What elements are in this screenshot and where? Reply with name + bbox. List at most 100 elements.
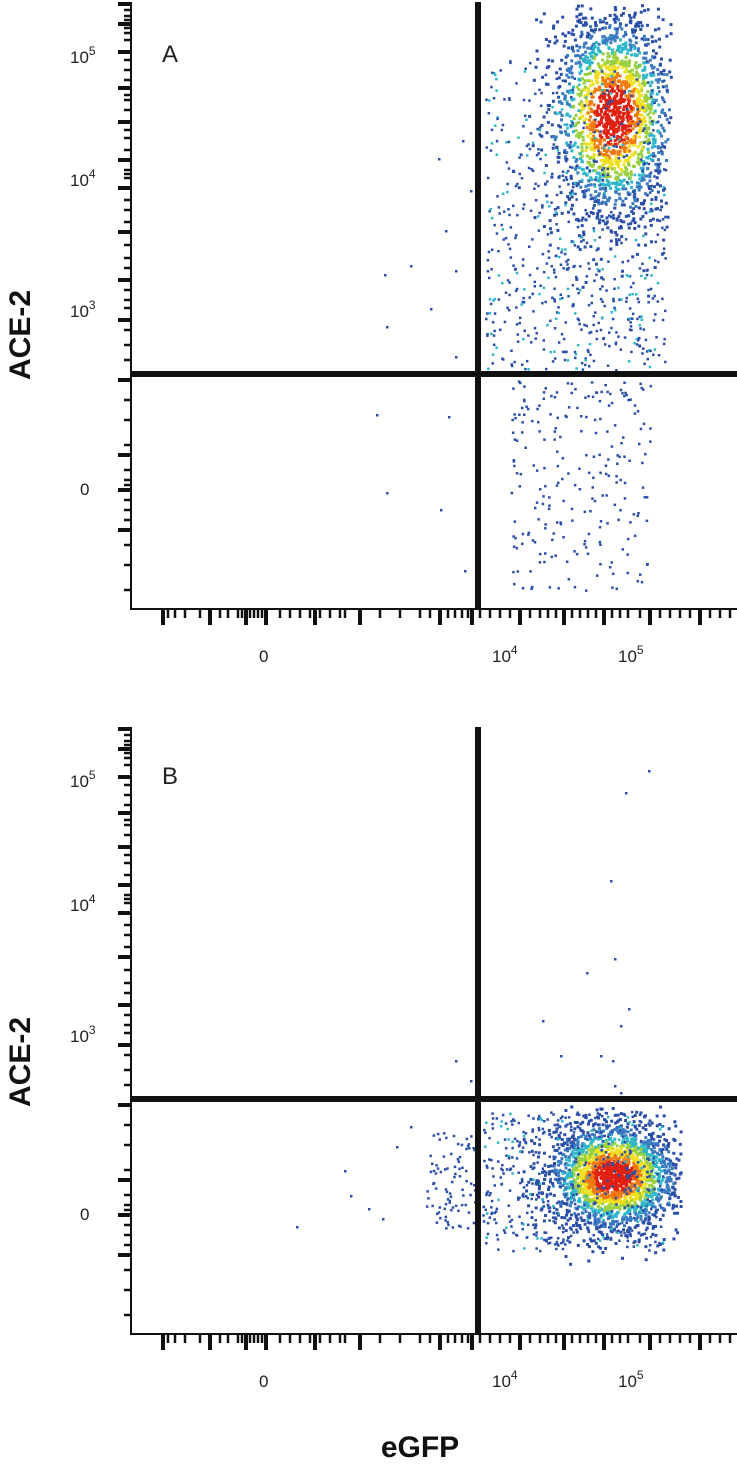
panel-a-event-dot bbox=[556, 155, 560, 159]
panel-b-event-dot bbox=[618, 1222, 621, 1226]
panel-b-event-dot bbox=[655, 1179, 659, 1183]
panel-b-event-dot bbox=[591, 1190, 595, 1193]
panel-a-event-dot bbox=[647, 142, 650, 146]
panel-b-event-dot bbox=[595, 1130, 599, 1134]
panel-a-event-dot bbox=[580, 4, 584, 8]
panel-b-event-dot bbox=[601, 1123, 605, 1127]
panel-b-event-dot bbox=[547, 1236, 551, 1240]
panel-a-event-dot bbox=[640, 580, 644, 584]
panel-a-event-dot bbox=[625, 80, 629, 84]
panel-a-event-dot bbox=[636, 297, 640, 300]
panel-b-event-dot bbox=[675, 1177, 679, 1181]
panel-a-event-dot bbox=[569, 105, 573, 109]
panel-a-event-dot bbox=[574, 159, 578, 163]
panel-a-event-dot bbox=[652, 98, 655, 102]
panel-a-event-dot bbox=[527, 531, 531, 535]
panel-b-event-dot bbox=[626, 1144, 630, 1148]
panel-b-event-dot bbox=[566, 1218, 570, 1222]
panel-a-event-dot bbox=[580, 77, 584, 81]
panel-b-event-dot bbox=[547, 1172, 551, 1176]
panel-a-event-dot bbox=[585, 126, 589, 130]
panel-b-event-dot bbox=[578, 1225, 582, 1229]
panel-a-event-dot bbox=[635, 78, 639, 81]
panel-a-event-dot bbox=[587, 179, 591, 183]
panel-a-event-dot bbox=[609, 137, 612, 141]
panel-a-event-dot bbox=[596, 214, 600, 218]
panel-a-event-dot bbox=[516, 340, 520, 343]
panel-b-event-dot bbox=[531, 1193, 535, 1197]
panel-a-event-dot bbox=[659, 70, 663, 74]
panel-b-event-dot bbox=[576, 1140, 580, 1144]
panel-a-event-dot bbox=[551, 146, 555, 150]
panel-b-event-dot bbox=[587, 1158, 591, 1162]
panel-a-event-dot bbox=[609, 239, 613, 243]
panel-b-event-dot bbox=[615, 1186, 619, 1190]
panel-a-event-dot bbox=[602, 146, 605, 150]
panel-a-event-dot bbox=[650, 145, 654, 149]
panel-a-event-dot bbox=[587, 262, 590, 265]
panel-b-event-dot bbox=[609, 1225, 613, 1229]
panel-a-event-dot bbox=[635, 343, 639, 346]
panel-b-event-dot bbox=[566, 1210, 569, 1214]
panel-a-event-dot bbox=[590, 55, 593, 58]
panel-a-event-dot bbox=[615, 587, 618, 591]
panel-a-event-dot bbox=[637, 162, 641, 166]
panel-a-event-dot bbox=[628, 176, 632, 180]
panel-b-event-dot bbox=[655, 1142, 659, 1146]
panel-a-event-dot bbox=[604, 107, 608, 110]
panel-b-event-dot bbox=[520, 1150, 524, 1154]
panel-a-event-dot bbox=[604, 127, 608, 131]
panel-a-event-dot bbox=[488, 298, 492, 301]
panel-a-event-dot bbox=[592, 57, 596, 61]
panel-a-event-dot bbox=[604, 152, 608, 156]
panel-a-event-dot bbox=[507, 167, 511, 170]
panel-a-event-dot bbox=[596, 212, 600, 216]
panel-b-event-dot bbox=[616, 1129, 620, 1133]
panel-b-event-dot bbox=[659, 1181, 663, 1185]
panel-a-event-dot bbox=[644, 75, 648, 79]
panel-a-event-dot bbox=[593, 198, 597, 202]
panel-a-event-dot bbox=[623, 394, 626, 398]
panel-a-event-dot bbox=[571, 28, 575, 32]
panel-a-event-dot bbox=[591, 486, 594, 489]
panel-a-event-dot bbox=[523, 385, 526, 388]
panel-a-event-dot bbox=[656, 182, 660, 186]
panel-b-event-dot bbox=[557, 1151, 561, 1155]
panel-b-event-dot bbox=[638, 1130, 642, 1134]
panel-b-event-dot bbox=[632, 1136, 636, 1140]
panel-a-event-dot bbox=[627, 102, 630, 106]
panel-a-event-dot bbox=[519, 381, 522, 385]
panel-a-event-dot bbox=[574, 24, 578, 28]
panel-a-event-dot bbox=[559, 293, 562, 296]
panel-a-event-dot bbox=[551, 59, 554, 63]
panel-a-event-dot bbox=[646, 90, 650, 94]
panel-a-event-dot bbox=[605, 203, 608, 206]
panel-b-event-dot bbox=[657, 1172, 661, 1176]
panel-a-event-dot bbox=[578, 94, 582, 98]
panel-a-event-dot bbox=[581, 138, 585, 142]
panel-b-event-dot bbox=[621, 1141, 625, 1144]
panel-b-event-dot bbox=[654, 1197, 658, 1201]
panel-a-event-dot bbox=[512, 169, 516, 173]
panel-b-event-dot bbox=[579, 1171, 583, 1175]
panel-b-event-dot bbox=[482, 1214, 485, 1217]
panel-a-ticks bbox=[118, 2, 732, 625]
panel-b-event-dot bbox=[544, 1214, 547, 1217]
panel-a-event-dot bbox=[607, 122, 611, 126]
panel-b-event-dot bbox=[637, 1167, 641, 1171]
panel-b-event-dot bbox=[607, 1199, 611, 1203]
panel-a-label: A bbox=[162, 41, 178, 68]
panel-a-event-dot bbox=[612, 144, 616, 148]
panel-b-event-dot bbox=[581, 1187, 584, 1191]
panel-a-event-dot bbox=[555, 223, 558, 226]
panel-b-event-dot bbox=[638, 1177, 642, 1180]
panel-a-y-tick-1e4: 104 bbox=[70, 167, 96, 190]
panel-a-event-dot bbox=[608, 24, 612, 28]
panel-a-event-dot bbox=[597, 113, 601, 117]
panel-a-event-dot bbox=[557, 76, 561, 80]
panel-a-event-dot bbox=[580, 180, 584, 183]
panel-a-event-dot bbox=[650, 274, 653, 277]
panel-b-event-dot bbox=[592, 1233, 595, 1237]
panel-b-event-dot bbox=[580, 1176, 584, 1180]
panel-a-event-dot bbox=[614, 106, 618, 110]
